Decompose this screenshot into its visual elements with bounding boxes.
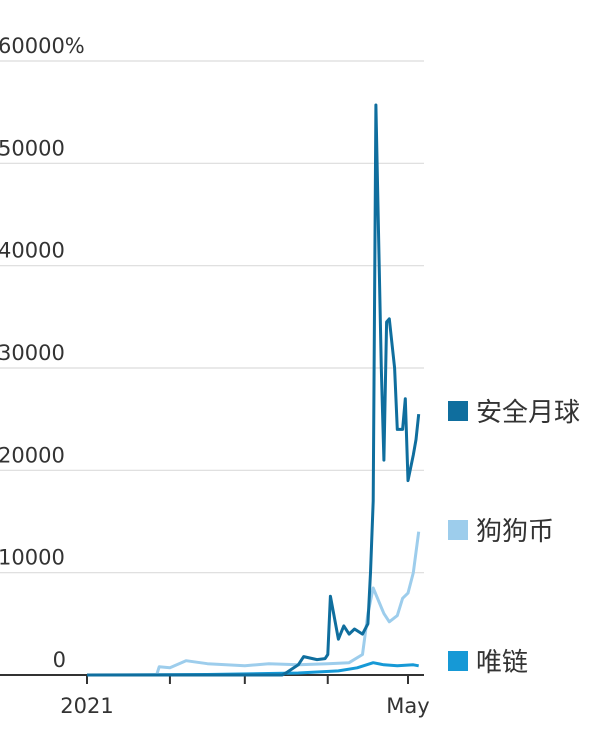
series-line bbox=[87, 531, 421, 677]
y-tick-label: 50000 bbox=[0, 136, 65, 160]
y-tick-label: 60000% bbox=[0, 34, 85, 58]
y-tick-label: 0 bbox=[53, 648, 66, 672]
y-tick-label: 30000 bbox=[0, 341, 65, 365]
series-line bbox=[87, 103, 421, 677]
legend-label: 安全月球 bbox=[476, 398, 580, 428]
legend-label: 狗狗币 bbox=[476, 517, 554, 547]
legend-swatch bbox=[448, 401, 468, 421]
legend-swatch bbox=[448, 520, 468, 540]
y-tick-label: 40000 bbox=[0, 239, 65, 263]
y-tick-label: 20000 bbox=[0, 443, 65, 467]
x-tick-label: 2021 bbox=[60, 694, 113, 718]
x-tick-label: May bbox=[386, 694, 429, 718]
legend-swatch bbox=[448, 651, 468, 671]
y-tick-label: 10000 bbox=[0, 546, 65, 570]
legend-label: 唯链 bbox=[476, 648, 528, 678]
